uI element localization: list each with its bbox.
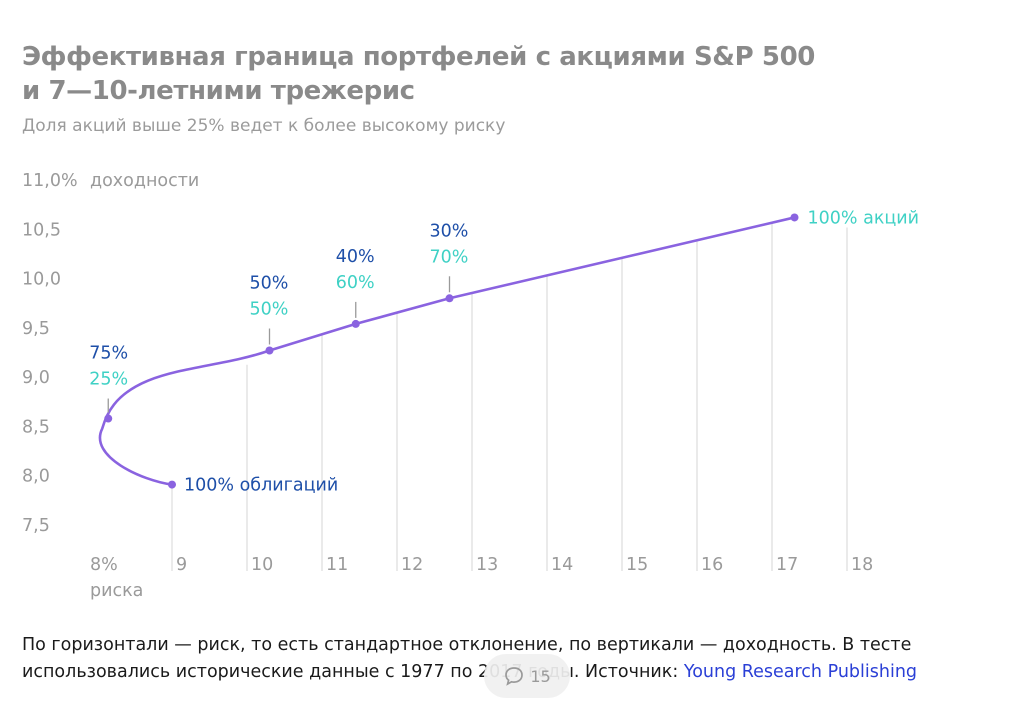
chart-gridlines — [171, 222, 848, 571]
stock-share-label: 100% облигаций — [184, 476, 338, 496]
x-tick-label: 12 — [401, 555, 423, 575]
chart-series — [98, 213, 799, 489]
stock-share-label: 30% — [430, 221, 469, 241]
y-tick-label: 8,5 — [22, 417, 50, 437]
x-tick-label: 18 — [851, 555, 873, 575]
x-tick-label: 14 — [551, 555, 573, 575]
y-tick-label: 8,0 — [22, 467, 50, 487]
chart-annotations: 100% облигаций 75% 25% 50% 50% 40% 60% 30% 70% 10… — [89, 208, 919, 495]
bond-share-label: 25% — [89, 370, 128, 390]
data-point — [445, 294, 454, 303]
x-tick-label: 8% — [90, 555, 118, 575]
chart-title: Эффективная граница портфелей с акциями … — [22, 40, 922, 108]
source-link[interactable]: Young Research Publishing — [683, 662, 918, 682]
chart-title-line-2: и 7—10-летними трежерис — [22, 76, 415, 106]
x-tick-label: 10 — [251, 555, 273, 575]
x-tick-label: 9 — [176, 555, 187, 575]
y-tick-label: 9,0 — [22, 368, 50, 388]
x-tick-label: 16 — [701, 555, 723, 575]
stock-share-label: 75% — [89, 344, 128, 364]
y-axis-label: доходности — [90, 171, 199, 191]
y-tick-label: 7,5 — [22, 516, 50, 536]
y-tick-label: 10,5 — [22, 220, 61, 240]
data-point — [351, 319, 360, 328]
comment-icon — [503, 665, 525, 687]
bond-share-label: 70% — [430, 247, 469, 267]
x-tick-label: 17 — [776, 555, 798, 575]
chart-subtitle: Доля акций выше 25% ведет к более высоко… — [22, 116, 506, 136]
bond-share-label: 100% акций — [808, 208, 920, 228]
data-point — [168, 480, 176, 489]
y-tick-label: 9,5 — [22, 319, 50, 339]
x-tick-label: 13 — [476, 555, 498, 575]
y-tick-label: 10,0 — [22, 270, 61, 290]
data-point — [790, 213, 799, 222]
chart-axes: 8% 9 10 11 12 13 14 15 16 17 18 риска 7,5 8,0 8,5 9,0 9,… — [22, 171, 873, 601]
stock-share-label: 40% — [336, 247, 375, 267]
x-axis-label: риска — [90, 581, 143, 601]
frontier-line — [98, 216, 796, 486]
bond-share-label: 50% — [250, 300, 289, 320]
chart-title-line-1: Эффективная граница портфелей с акциями … — [22, 42, 815, 72]
comment-count: 15 — [530, 666, 551, 686]
comments-button[interactable]: 15 — [484, 654, 570, 698]
stock-share-label: 50% — [250, 274, 289, 294]
x-tick-label: 11 — [326, 555, 348, 575]
data-point — [265, 346, 274, 355]
y-tick-label: 11,0% — [22, 171, 78, 191]
x-tick-label: 15 — [626, 555, 648, 575]
efficient-frontier-chart: 8% 9 10 11 12 13 14 15 16 17 18 риска 7,5 8,0 8,5 9,0 9,… — [22, 171, 919, 601]
bond-share-label: 60% — [336, 273, 375, 293]
data-point — [104, 414, 113, 423]
